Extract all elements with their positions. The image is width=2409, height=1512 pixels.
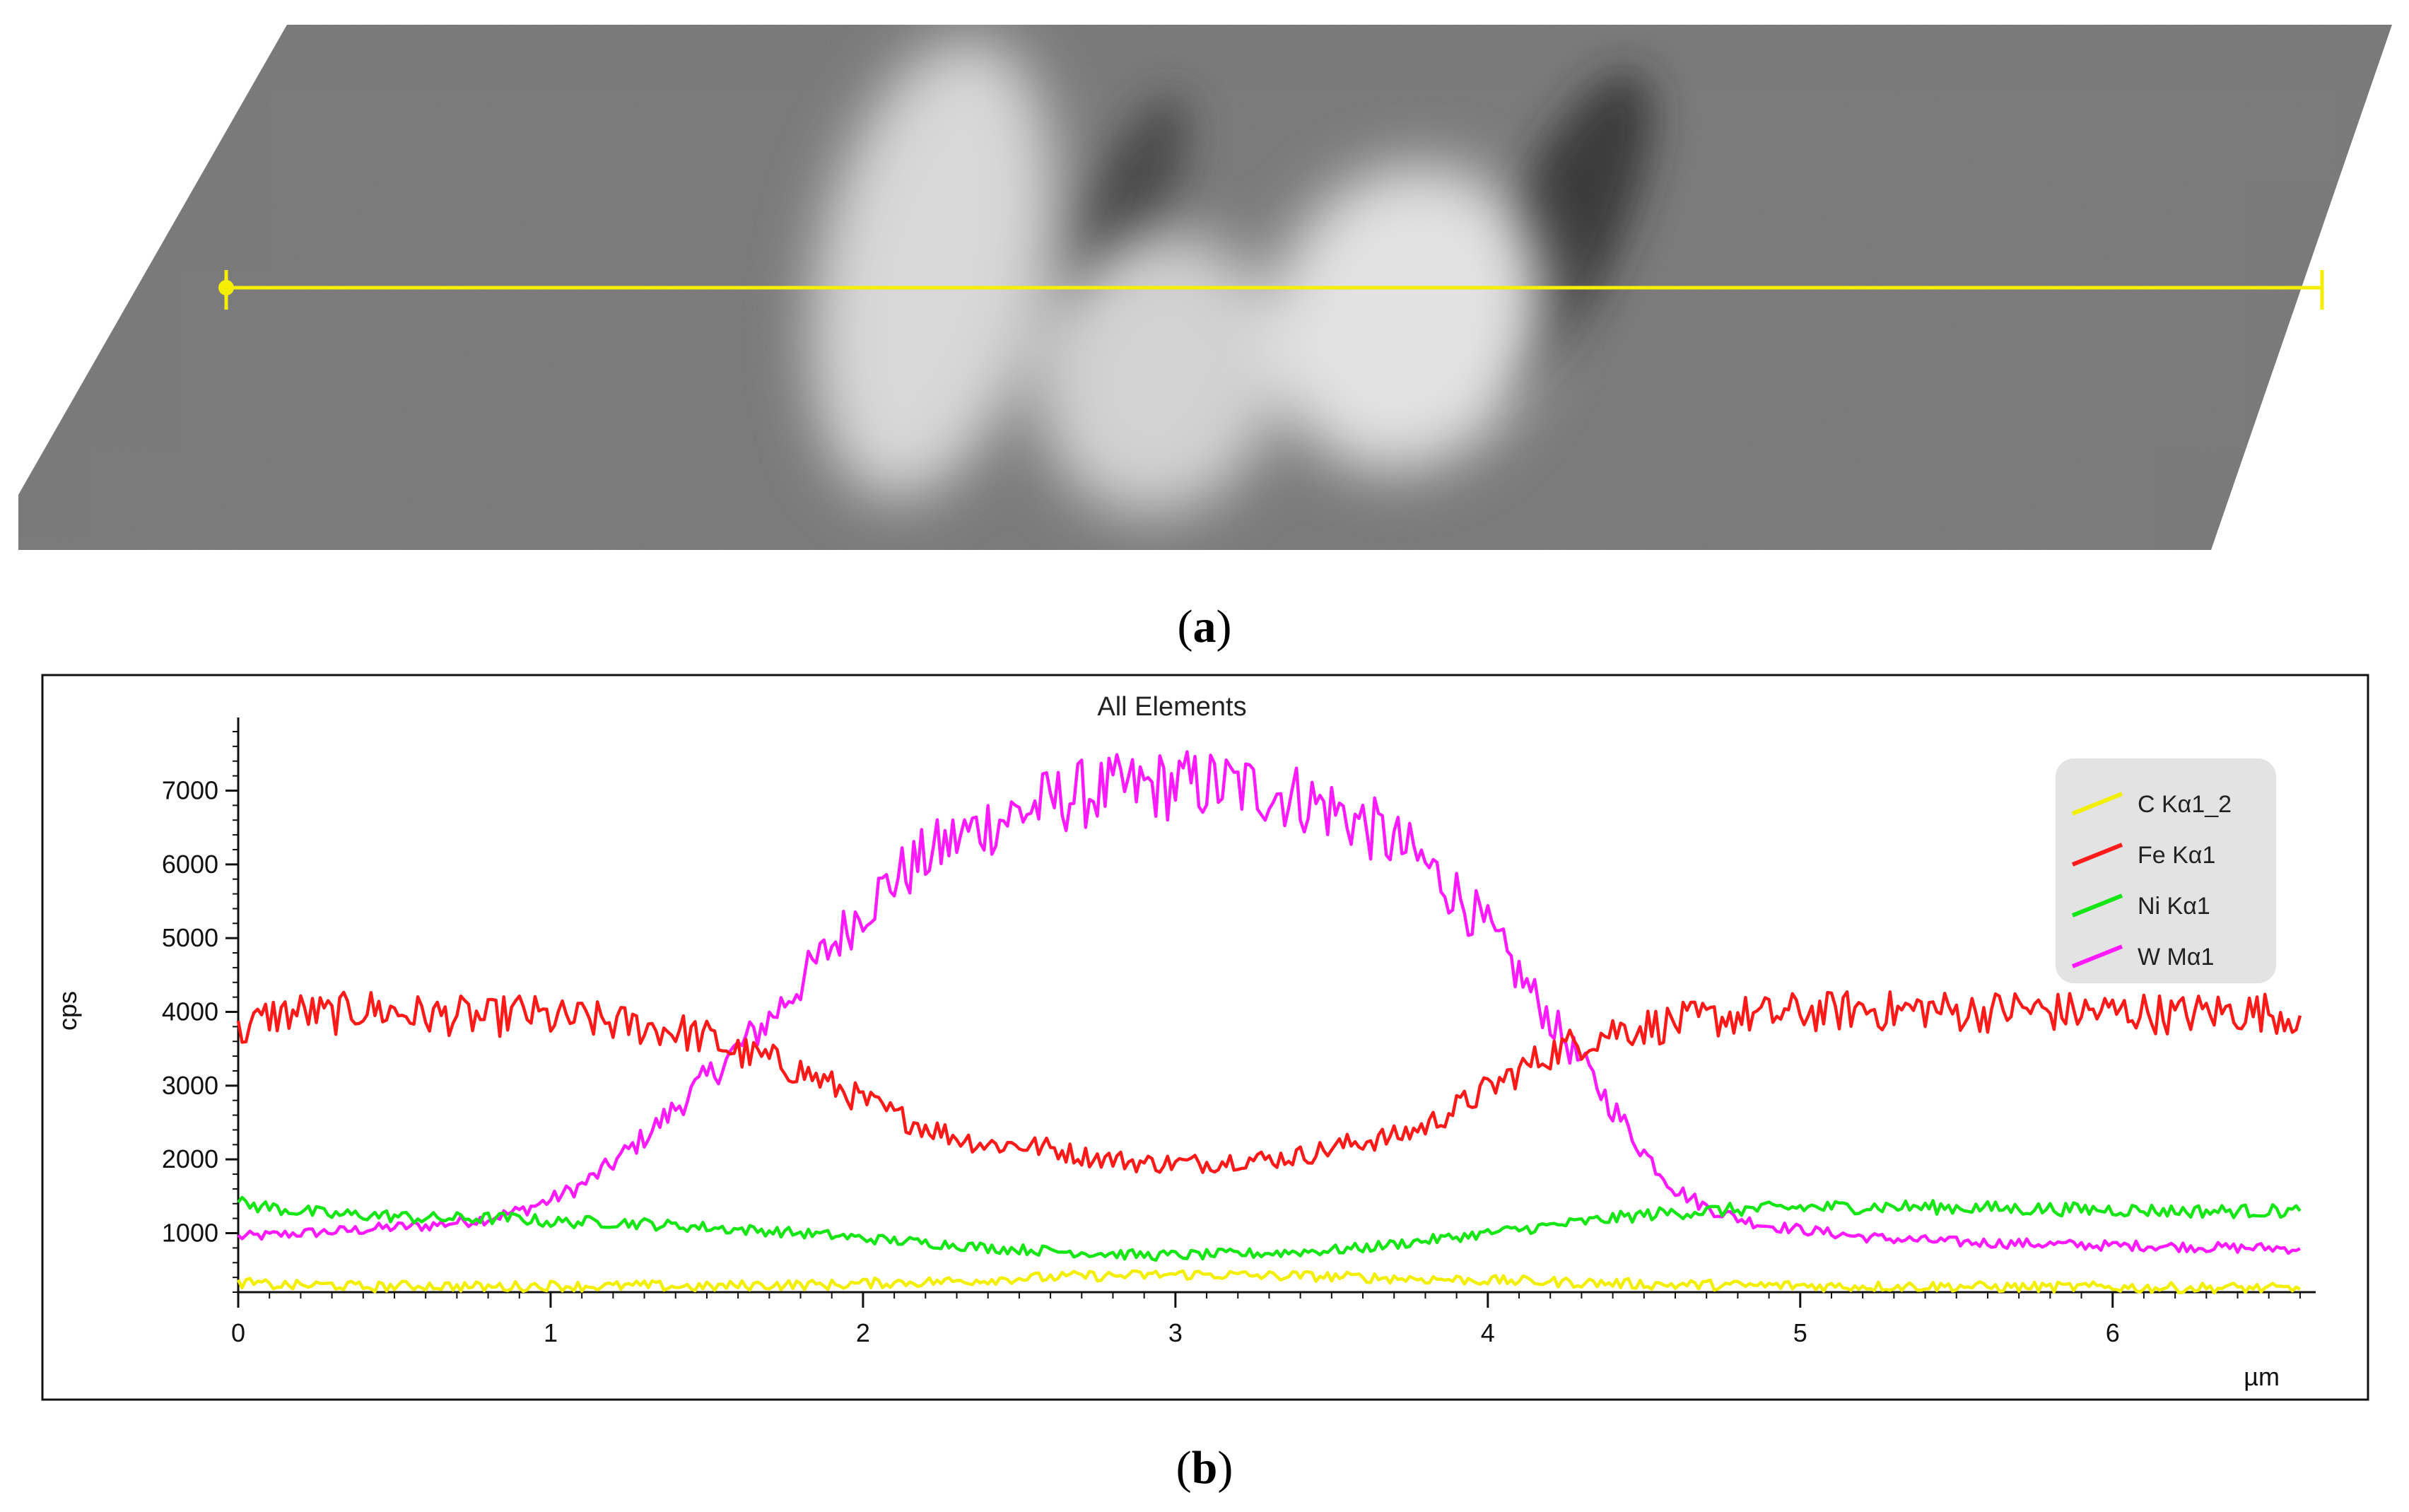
line-profile-chart: All Elements cps µm 1000 2000 3000 4000 5000… [41,674,2369,1401]
legend-label: C Kα1_2 [2138,791,2232,818]
x-axis-label: µm [2244,1362,2280,1391]
legend[interactable]: C Kα1_2 Fe Kα1 Ni Kα1 W Mα1 [2056,758,2276,983]
legend-label: Ni Kα1 [2138,893,2210,920]
series-line [236,990,2302,1174]
x-tick-label: 3 [1168,1318,1183,1347]
panel-a-caption: (a) [1178,601,1232,652]
x-tick-label: 4 [1481,1318,1495,1347]
y-tick-label: 2000 [162,1144,218,1173]
legend-swatch [2071,792,2123,816]
scan-start-handle[interactable] [218,280,234,295]
x-tick-label: 1 [544,1318,558,1347]
y-tick-label: 6000 [162,850,218,879]
x-tick-label: 5 [1793,1318,1807,1347]
y-tick-label: 4000 [162,997,218,1026]
y-tick-label: 3000 [162,1071,218,1100]
x-tick-label: 2 [856,1318,870,1347]
chart-frame [41,674,2369,1401]
sem-micrograph [18,25,2392,550]
series-line [237,750,2301,1255]
y-tick-label: 1000 [162,1219,218,1248]
legend-swatch [2071,944,2123,968]
legend-box [2056,758,2276,983]
series-layer [236,750,2302,1295]
x-tick-label: 6 [2106,1318,2120,1347]
x-tick-label: 0 [231,1318,245,1347]
legend-swatch [2071,893,2123,918]
legend-label: Fe Kα1 [2138,842,2215,869]
y-tick-label: 5000 [162,923,218,952]
panel-b-caption: (b) [1176,1442,1233,1494]
y-axis-label: cps [53,991,82,1031]
legend-label: W Mα1 [2138,944,2214,971]
line-scan-marker[interactable] [218,270,2324,310]
axes: 1000 2000 3000 4000 5000 6000 7000 0 1 2 3 4 5 6 [162,717,2316,1347]
chart-title: All Elements [1097,692,1246,722]
series-line [237,1195,2302,1262]
series-line [236,1269,2301,1295]
y-tick-label: 7000 [162,775,218,804]
legend-swatch [2071,843,2123,867]
